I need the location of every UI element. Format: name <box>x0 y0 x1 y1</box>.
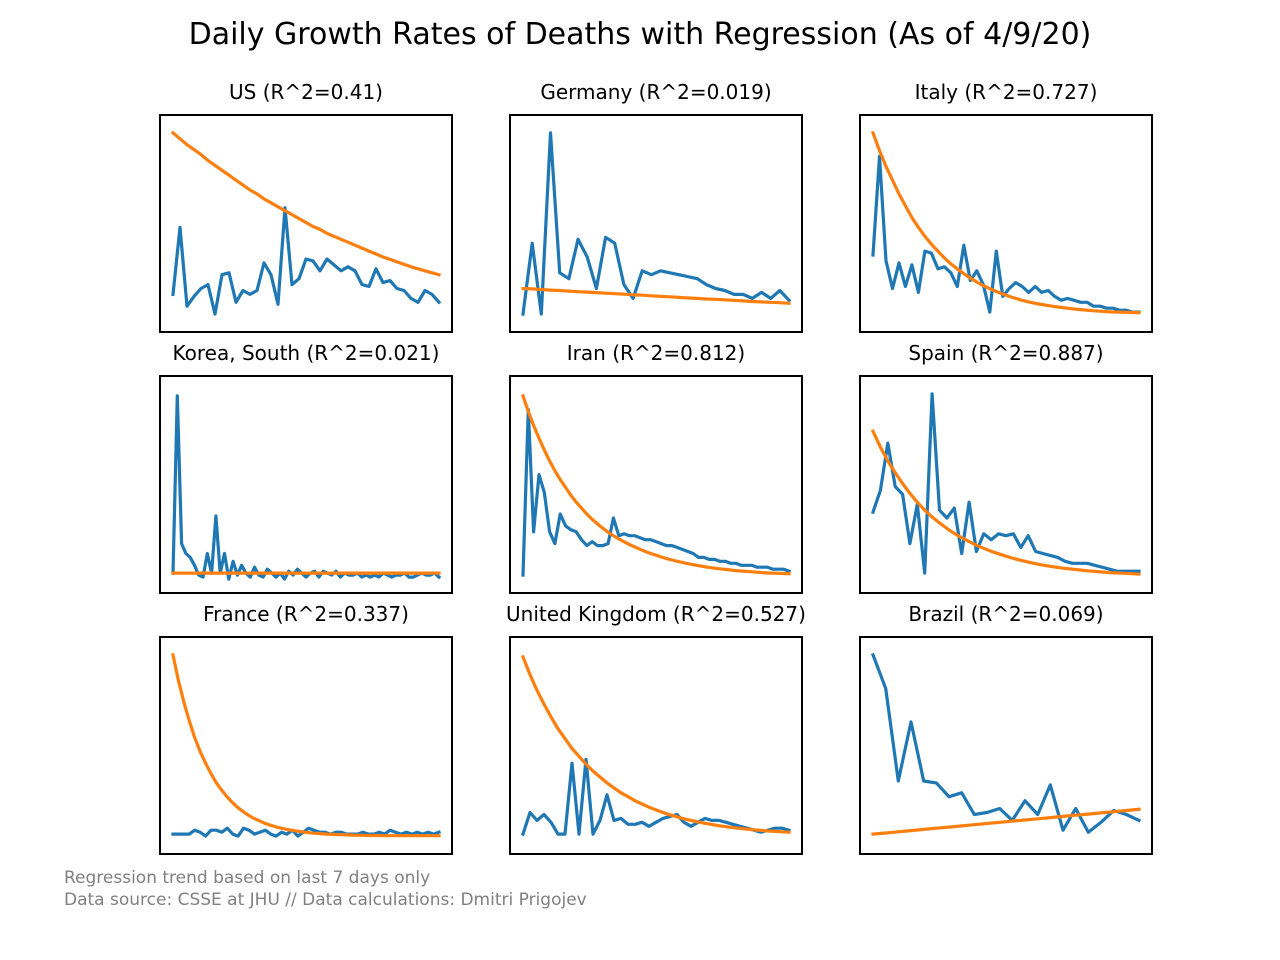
regression-line <box>521 286 791 306</box>
panel-title: US (R^2=0.41) <box>229 80 383 104</box>
actual-growth-line <box>171 826 442 838</box>
actual-growth-line <box>521 131 792 316</box>
axes-frame <box>509 375 803 594</box>
axes-frame <box>509 114 803 333</box>
panel-title: Germany (R^2=0.019) <box>540 80 771 104</box>
axes-frame <box>159 636 453 855</box>
footnote-regression-note: Regression trend based on last 7 days on… <box>64 868 431 888</box>
actual-growth-line <box>171 206 442 316</box>
regression-line <box>870 429 1141 576</box>
panel-brazil: Brazil (R^2=0.069) <box>859 602 1153 855</box>
actual-growth-line <box>171 394 442 581</box>
panel-title: Iran (R^2=0.812) <box>567 341 745 365</box>
actual-growth-line <box>520 757 791 837</box>
panel-title: United Kingdom (R^2=0.527) <box>506 602 806 626</box>
regression-line <box>520 654 791 834</box>
panel-united-kingdom: United Kingdom (R^2=0.527) <box>506 602 806 855</box>
panel-title: Korea, South (R^2=0.021) <box>173 341 440 365</box>
figure-title: Daily Growth Rates of Deaths with Regres… <box>189 17 1092 52</box>
panel-title: Brazil (R^2=0.069) <box>908 602 1103 626</box>
axes-frame <box>159 114 453 333</box>
panel-title: Spain (R^2=0.887) <box>908 341 1103 365</box>
panel-france: France (R^2=0.337) <box>159 602 453 855</box>
panel-title: Italy (R^2=0.727) <box>915 80 1098 104</box>
footnote-data-source: Data source: CSSE at JHU // Data calcula… <box>64 890 587 910</box>
axes-frame <box>859 375 1153 594</box>
regression-line <box>871 807 1141 836</box>
actual-growth-line <box>521 408 792 577</box>
panel-title: France (R^2=0.337) <box>203 602 409 626</box>
actual-growth-line <box>870 652 1142 834</box>
regression-line <box>171 653 441 838</box>
regression-line <box>170 130 441 277</box>
axes-frame <box>859 636 1153 855</box>
panels: US (R^2=0.41) Germany (R^2=0.019) Italy (R… <box>159 80 1153 855</box>
axes-frame <box>859 114 1153 333</box>
axes-frame <box>159 375 453 594</box>
actual-growth-line <box>870 392 1141 575</box>
regression-line <box>870 130 1141 315</box>
panel-italy: Italy (R^2=0.727) <box>859 80 1153 333</box>
panel-us: US (R^2=0.41) <box>159 80 453 333</box>
panel-iran: Iran (R^2=0.812) <box>509 341 803 594</box>
regression-line <box>520 393 791 576</box>
panel-korea-south: Korea, South (R^2=0.021) <box>159 341 453 594</box>
actual-growth-line <box>871 154 1141 314</box>
panel-spain: Spain (R^2=0.887) <box>859 341 1153 594</box>
panel-germany: Germany (R^2=0.019) <box>509 80 803 333</box>
axes-frame <box>509 636 803 855</box>
